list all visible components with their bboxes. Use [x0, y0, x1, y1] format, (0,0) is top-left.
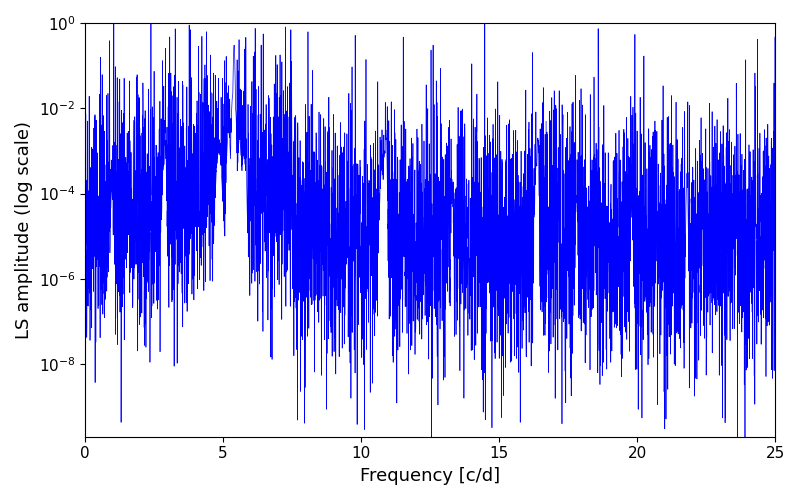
X-axis label: Frequency [c/d]: Frequency [c/d] — [360, 467, 500, 485]
Y-axis label: LS amplitude (log scale): LS amplitude (log scale) — [15, 121, 33, 339]
